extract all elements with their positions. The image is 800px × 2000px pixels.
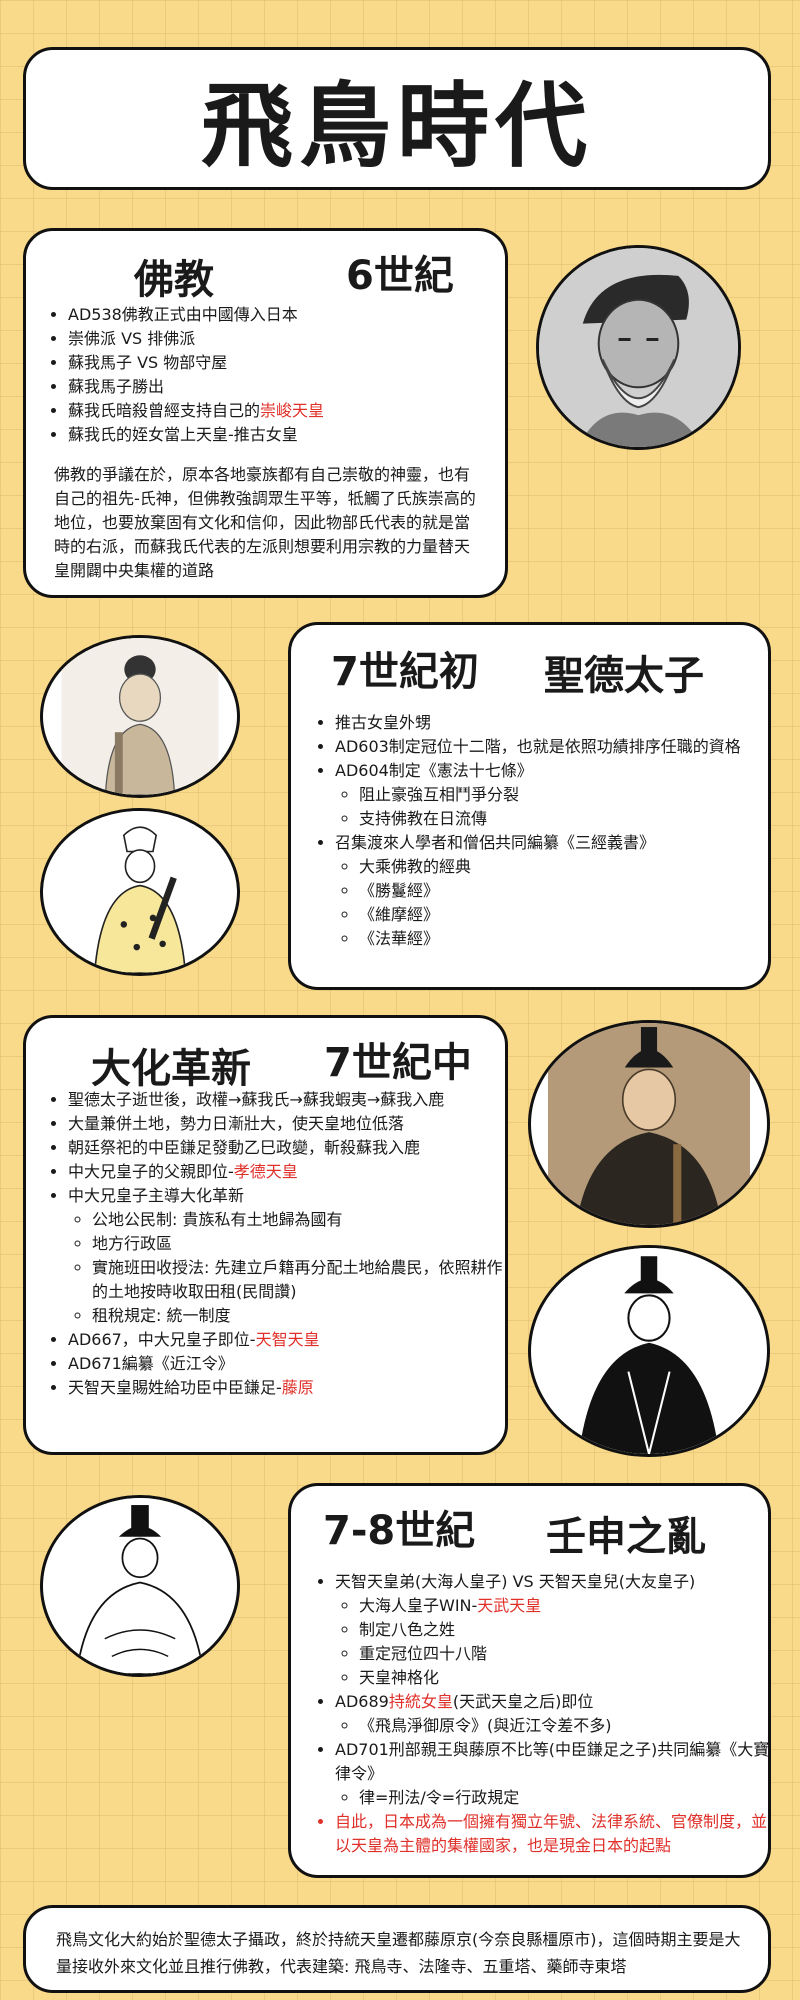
jinshin-topic: 壬申之亂 <box>546 1514 706 1560</box>
portrait-kotoku <box>528 1020 770 1228</box>
portrait-image <box>539 248 738 447</box>
buddhism-card: 佛教 6世紀 AD538佛教正式由中國傳入日本 崇佛派 VS 排佛派 蘇我馬子 … <box>23 228 508 598</box>
list-item: 大量兼併土地，勢力日漸壯大，使天皇地位低落 <box>68 1112 508 1136</box>
list-item: 天智天皇弟(大海人皇子) VS 天智天皇兒(大友皇子) 大海人皇子WIN-天武天… <box>335 1570 780 1690</box>
list-item: AD689持統女皇(天武天皇之后)即位 《飛鳥淨御原令》(與近江令差不多) <box>335 1690 780 1738</box>
portrait-image <box>59 811 221 973</box>
list-item: 蘇我馬子勝出 <box>68 375 508 399</box>
list-item: 聖德太子逝世後，政權→蘇我氏→蘇我蝦夷→蘇我入鹿 <box>68 1088 508 1112</box>
page-title: 飛鳥時代 <box>200 73 593 180</box>
list-item-conclusion: 自此，日本成為一個擁有獨立年號、法律系統、官僚制度，並以天皇為主體的集權國家，也… <box>335 1810 780 1858</box>
taika-era: 7世紀中 <box>324 1040 472 1086</box>
portrait-image <box>61 638 219 795</box>
taika-list: 聖德太子逝世後，政權→蘇我氏→蘇我蝦夷→蘇我入鹿 大量兼併土地，勢力日漸壯大，使… <box>46 1088 508 1400</box>
sub-list-item: 公地公民制: 貴族私有土地歸為國有 <box>92 1208 508 1232</box>
sub-list-item: 《飛鳥淨御原令》(與近江令差不多) <box>359 1714 780 1738</box>
portrait-shotoku-2 <box>40 808 240 976</box>
sub-list-item: 支持佛教在日流傳 <box>359 807 775 831</box>
buddhism-topic: 佛教 <box>134 257 214 303</box>
sub-list-item: 律=刑法/令=行政規定 <box>359 1786 780 1810</box>
portrait-image <box>546 1248 752 1454</box>
list-item: 朝廷祭祀的中臣鎌足發動乙巳政變，斬殺蘇我入鹿 <box>68 1136 508 1160</box>
shotoku-card: 7世紀初 聖德太子 推古女皇外甥 AD603制定冠位十二階，也就是依照功績排序任… <box>288 622 771 990</box>
list-item: 中大兄皇子的父親即位-孝德天皇 <box>68 1160 508 1184</box>
buddhism-list: AD538佛教正式由中國傳入日本 崇佛派 VS 排佛派 蘇我馬子 VS 物部守屋… <box>46 303 508 447</box>
taika-topic: 大化革新 <box>91 1046 251 1092</box>
buddhism-paragraph: 佛教的爭議在於，原本各地豪族都有自己崇敬的神靈，也有自己的祖先-氏神，但佛教強調… <box>54 465 476 580</box>
portrait-tenji <box>528 1245 770 1457</box>
footer-text: 飛鳥文化大約始於聖德太子攝政，終於持統天皇遷都藤原京(今奈良縣橿原市)，這個時期… <box>56 1930 741 1976</box>
sub-list-item: 大海人皇子WIN-天武天皇 <box>359 1594 780 1618</box>
buddhism-era: 6世紀 <box>346 253 454 299</box>
list-item: AD667，中大兄皇子即位-天智天皇 <box>68 1328 508 1352</box>
list-item: 天智天皇賜姓給功臣中臣鎌足-藤原 <box>68 1376 508 1400</box>
shotoku-list: 推古女皇外甥 AD603制定冠位十二階，也就是依照功績排序任職的資格 AD604… <box>313 711 775 951</box>
sub-list-item: 大乘佛教的經典 <box>359 855 775 879</box>
list-item: 蘇我氏暗殺曾經支持自己的崇峻天皇 <box>68 399 508 423</box>
list-item: 推古女皇外甥 <box>335 711 775 735</box>
sub-list-item: 《勝鬘經》 <box>359 879 775 903</box>
sub-list-item: 重定冠位四十八階 <box>359 1642 780 1666</box>
list-item: 崇佛派 VS 排佛派 <box>68 327 508 351</box>
list-item: 召集渡來人學者和僧侶共同編纂《三經義書》 大乘佛教的經典 《勝鬘經》 《維摩經》… <box>335 831 775 951</box>
title-box: 飛鳥時代 <box>23 47 771 190</box>
list-item: AD538佛教正式由中國傳入日本 <box>68 303 508 327</box>
taika-card: 大化革新 7世紀中 聖德太子逝世後，政權→蘇我氏→蘇我蝦夷→蘇我入鹿 大量兼併土… <box>23 1015 508 1455</box>
sub-list-item: 實施班田收授法: 先建立戶籍再分配土地給農民，依照耕作的土地按時收取田租(民間讚… <box>92 1256 508 1304</box>
sub-list-item: 《法華經》 <box>359 927 775 951</box>
sub-list-item: 天皇神格化 <box>359 1666 780 1690</box>
jinshin-list: 天智天皇弟(大海人皇子) VS 天智天皇兒(大友皇子) 大海人皇子WIN-天武天… <box>313 1570 780 1858</box>
portrait-image <box>52 1498 228 1674</box>
list-item: 蘇我氏的姪女當上天皇-推古女皇 <box>68 423 508 447</box>
portrait-shotoku-1 <box>40 635 240 798</box>
footer-box: 飛鳥文化大約始於聖德太子攝政，終於持統天皇遷都藤原京(今奈良縣橿原市)，這個時期… <box>23 1905 771 1993</box>
portrait-image <box>548 1023 750 1225</box>
jinshin-era: 7-8世紀 <box>323 1508 476 1554</box>
sub-list-item: 地方行政區 <box>92 1232 508 1256</box>
list-item: AD603制定冠位十二階，也就是依照功績排序任職的資格 <box>335 735 775 759</box>
portrait-tenmu <box>40 1495 240 1677</box>
sub-list-item: 阻止豪強互相鬥爭分裂 <box>359 783 775 807</box>
sub-list-item: 《維摩經》 <box>359 903 775 927</box>
shotoku-topic: 聖德太子 <box>544 653 704 699</box>
shotoku-era: 7世紀初 <box>331 649 479 695</box>
sub-list-item: 制定八色之姓 <box>359 1618 780 1642</box>
list-item: AD701刑部親王與藤原不比等(中臣鎌足之子)共同編纂《大寶律令》 律=刑法/令… <box>335 1738 780 1810</box>
list-item: AD671編纂《近江令》 <box>68 1352 508 1376</box>
list-item: 蘇我馬子 VS 物部守屋 <box>68 351 508 375</box>
list-item: AD604制定《憲法十七條》 阻止豪強互相鬥爭分裂 支持佛教在日流傳 <box>335 759 775 831</box>
jinshin-card: 7-8世紀 壬申之亂 天智天皇弟(大海人皇子) VS 天智天皇兒(大友皇子) 大… <box>288 1483 771 1878</box>
portrait-soga-umako <box>536 245 741 450</box>
list-item: 中大兄皇子主導大化革新 公地公民制: 貴族私有土地歸為國有 地方行政區 實施班田… <box>68 1184 508 1328</box>
sub-list-item: 租稅規定: 統一制度 <box>92 1304 508 1328</box>
